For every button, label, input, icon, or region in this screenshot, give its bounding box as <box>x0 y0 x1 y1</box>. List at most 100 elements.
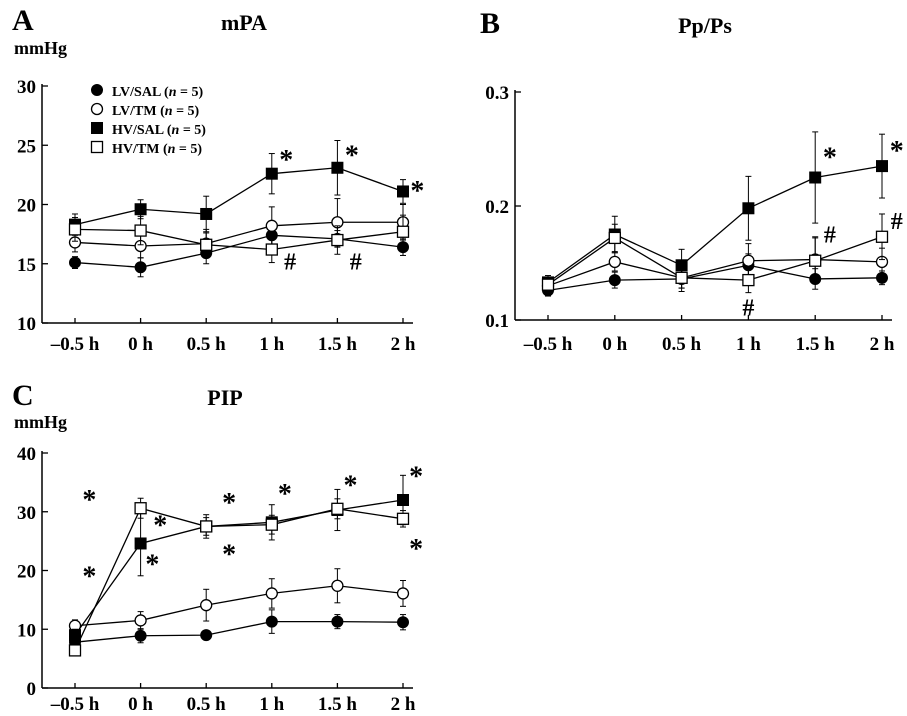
marker-open-square <box>68 644 82 657</box>
significance-asterisk: * <box>410 176 424 207</box>
x-tick-label: 1.5 h <box>318 334 358 355</box>
series-hv-tm <box>68 497 410 657</box>
marker-filled-circle <box>397 616 409 629</box>
chart-title: Pp/Ps <box>678 13 732 38</box>
y-tick-label: 0.1 <box>485 311 509 332</box>
y-tick-label: 30 <box>17 503 36 524</box>
chart-title: mPA <box>221 10 267 35</box>
y-tick-label: 10 <box>17 314 36 335</box>
significance-asterisk: * <box>222 488 236 519</box>
marker-filled-square <box>200 207 213 220</box>
significance-asterisk: * <box>344 470 358 501</box>
series-hv-tm <box>68 214 410 264</box>
marker-open-square <box>134 502 147 515</box>
marker-filled-circle <box>134 261 147 274</box>
legend: LV/SAL (n = 5) LV/TM (n = 5) HV/SAL (n = 5… <box>90 84 206 157</box>
marker-open-square <box>608 231 621 245</box>
y-tick-label: 0 <box>27 679 37 700</box>
x-tick-label: 1.5 h <box>318 694 358 715</box>
x-tick-label: 0 h <box>128 694 153 715</box>
marker-open-square <box>396 225 410 238</box>
marker-open-square <box>675 271 688 284</box>
series-line <box>74 228 404 251</box>
x-tick-label: 2 h <box>870 334 895 355</box>
marker-filled-square <box>134 537 147 550</box>
marker-open-circle <box>331 579 344 592</box>
significance-asterisk: * <box>145 550 159 581</box>
panel-c: C PIP mmHg 0 10 20 30 40 –0.5 h 0 h 0.5 h 1 h 1.5 h 2… <box>12 379 423 715</box>
y-tick-label: 0.2 <box>485 197 509 218</box>
marker-open-square <box>265 243 278 256</box>
y-tick-label: 20 <box>17 562 36 583</box>
significance-hash: # <box>824 223 836 249</box>
marker-filled-circle <box>91 84 103 96</box>
significance-asterisk: * <box>82 561 96 592</box>
x-tick-label: 1 h <box>259 334 284 355</box>
series-line <box>547 258 883 287</box>
x-tick-label: 0.5 h <box>662 334 702 355</box>
x-tick-label: 0 h <box>602 334 627 355</box>
marker-open-circle <box>265 587 278 600</box>
legend-entry: LV/TM (n = 5) <box>90 102 200 119</box>
significance-hash: # <box>891 209 903 235</box>
series-line <box>547 165 883 283</box>
marker-open-square <box>265 518 278 531</box>
significance-hash: # <box>284 249 296 275</box>
significance-asterisk: * <box>823 143 837 174</box>
y-tick-label: 0.3 <box>485 83 509 104</box>
x-tick-label: 0.5 h <box>187 694 227 715</box>
y-tick-label: 40 <box>17 444 36 465</box>
legend-label: HV/SAL (n = 5) <box>112 123 206 138</box>
marker-open-circle <box>396 587 410 600</box>
marker-open-square <box>134 224 147 237</box>
significance-asterisk: * <box>279 145 293 176</box>
significance-asterisk: * <box>278 479 292 510</box>
panel-letter: A <box>12 4 34 37</box>
marker-open-circle <box>200 599 213 612</box>
series-line <box>74 221 403 247</box>
marker-open-square <box>809 254 822 267</box>
marker-open-square <box>742 273 755 287</box>
marker-filled-square <box>809 171 822 184</box>
marker-open-square <box>200 238 213 251</box>
marker-filled-circle <box>265 615 278 628</box>
significance-asterisk: * <box>345 140 359 171</box>
marker-open-circle <box>742 254 755 267</box>
series-line <box>74 167 404 226</box>
x-tick-label: 0 h <box>128 334 153 355</box>
marker-filled-square <box>397 185 409 198</box>
series-line <box>547 264 883 292</box>
x-tick-label: 1.5 h <box>796 334 836 355</box>
marker-open-circle <box>608 255 621 269</box>
marker-filled-circle <box>200 629 213 642</box>
marker-filled-square <box>742 202 755 215</box>
x-tick-label: 2 h <box>391 334 416 355</box>
series-lv-sal <box>69 609 409 649</box>
marker-filled-square <box>265 167 278 180</box>
marker-filled-circle <box>134 629 147 642</box>
x-tick-label: 1 h <box>259 694 284 715</box>
marker-filled-square <box>331 161 344 174</box>
significance-asterisk: * <box>890 136 904 167</box>
legend-entry: LV/SAL (n = 5) <box>91 84 203 100</box>
x-tick-label: 2 h <box>391 694 416 715</box>
y-tick-label: 30 <box>17 77 36 98</box>
legend-label: LV/TM (n = 5) <box>112 104 200 119</box>
marker-filled-circle <box>69 256 81 269</box>
marker-open-square <box>331 233 344 247</box>
marker-open-square <box>200 520 213 533</box>
significance-asterisk: * <box>153 510 167 541</box>
marker-open-circle <box>134 614 147 627</box>
series-line <box>74 507 404 651</box>
x-tick-label: 1 h <box>736 334 761 355</box>
x-tick-label: 0.5 h <box>187 334 227 355</box>
chart-title: PIP <box>207 385 242 410</box>
significance-hash: # <box>742 295 754 321</box>
x-tick-label: –0.5 h <box>50 694 100 715</box>
marker-open-square <box>68 223 82 236</box>
y-tick-label: 20 <box>17 196 36 217</box>
x-tick-label: –0.5 h <box>523 334 573 355</box>
y-tick-label: 25 <box>17 136 36 157</box>
marker-open-square <box>90 140 104 154</box>
